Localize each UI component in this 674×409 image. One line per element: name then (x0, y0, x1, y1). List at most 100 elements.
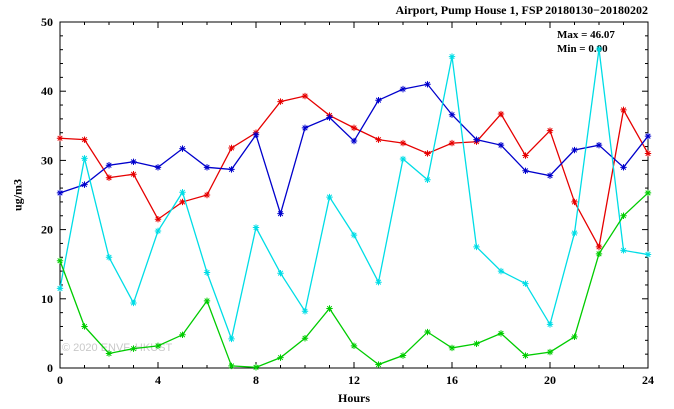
series-red-marker (424, 150, 431, 157)
series-blue-marker (571, 146, 578, 154)
x-tick-label: 20 (544, 373, 556, 387)
series-red-marker (179, 198, 186, 206)
series-blue-marker (252, 131, 260, 138)
series-red-marker (105, 174, 113, 181)
y-tick-label: 20 (41, 223, 53, 237)
series-blue-marker (448, 111, 456, 118)
series-green-marker (546, 348, 554, 356)
series-cyan-marker (301, 308, 309, 315)
series-blue-marker (424, 81, 431, 88)
series-cyan-marker (350, 231, 358, 239)
series-blue-marker (81, 181, 88, 188)
series-red-marker (203, 191, 211, 199)
series-blue-marker (497, 141, 505, 149)
series-green-marker (154, 342, 162, 350)
series-green-marker (228, 362, 235, 370)
series-green-marker (522, 352, 529, 359)
series-red-marker (301, 92, 309, 100)
series-blue-marker (350, 137, 358, 145)
series-green-marker (350, 342, 358, 350)
series-cyan-marker (473, 243, 480, 251)
series-blue-marker (203, 164, 211, 171)
series-green-line (59, 192, 649, 368)
series-green-marker (130, 345, 137, 352)
y-tick-label: 50 (41, 15, 53, 29)
series-green-marker (56, 257, 64, 264)
y-tick-label: 0 (47, 361, 53, 375)
series-green-marker (277, 354, 284, 361)
series-blue-marker (473, 136, 480, 143)
min-label: Min = 0.00 (557, 43, 608, 55)
series-green-marker (179, 331, 186, 338)
series-red-marker (595, 243, 603, 251)
x-tick-label: 16 (446, 373, 458, 387)
x-tick-label: 0 (57, 373, 63, 387)
series-blue-marker (522, 167, 529, 174)
series-cyan-marker (105, 254, 113, 261)
max-label: Max = 46.07 (557, 29, 615, 41)
series-blue-marker (154, 164, 162, 171)
x-tick-label: 8 (253, 373, 259, 387)
series-green-marker (81, 323, 88, 330)
series-red-marker (546, 127, 554, 134)
series-red-marker (522, 152, 529, 159)
series-red-marker (350, 124, 358, 132)
series-cyan-marker (375, 278, 382, 286)
series-green-marker (399, 352, 407, 359)
series-red-marker (497, 110, 505, 118)
series-cyan-marker (277, 269, 284, 277)
series-blue-marker (301, 124, 309, 132)
series-red-marker (571, 198, 578, 206)
series-cyan-marker (399, 155, 407, 163)
series-green-marker (105, 350, 113, 357)
series-cyan-marker (620, 247, 627, 254)
series-red-marker (228, 144, 235, 152)
series-cyan-marker (56, 285, 64, 292)
series-cyan-marker (81, 155, 88, 162)
series-cyan-marker (546, 321, 554, 328)
series-red-marker (130, 171, 137, 178)
x-tick-label: 12 (348, 373, 360, 387)
series-cyan-marker (252, 224, 260, 231)
series-blue-marker (277, 210, 284, 217)
series-blue-marker (375, 96, 382, 104)
series-red-marker (644, 150, 652, 157)
series-blue-marker (130, 158, 137, 165)
series-blue-marker (595, 141, 603, 149)
series-green-marker (497, 330, 505, 337)
series-green-marker (571, 333, 578, 341)
series-blue-marker (228, 166, 235, 173)
max-min-annotation: Max = 46.07 Min = 0.00 (557, 28, 615, 56)
series-cyan-marker (571, 229, 578, 237)
series-green-marker (301, 335, 309, 342)
series-blue-line (59, 83, 649, 216)
series-cyan-marker (497, 267, 505, 275)
series-green-marker (424, 328, 431, 336)
series-red-marker (277, 98, 284, 105)
series-red-marker (620, 106, 627, 114)
series-blue-marker (620, 164, 627, 171)
series-blue-marker (179, 145, 186, 152)
series-green-marker (375, 361, 382, 368)
series-green-marker (620, 212, 627, 219)
series-red-marker (154, 216, 162, 223)
series-red-line (59, 95, 649, 249)
series-green-marker (326, 305, 333, 312)
series-blue-marker (546, 172, 554, 179)
x-tick-label: 4 (155, 373, 161, 387)
series-cyan-marker (179, 189, 186, 196)
x-tick-label: 24 (642, 373, 654, 387)
series-blue-marker (56, 189, 64, 197)
series-cyan-marker (130, 299, 137, 307)
series-cyan-marker (522, 280, 529, 287)
series-red-marker (448, 139, 456, 147)
y-tick-label: 10 (41, 292, 53, 306)
series-cyan-marker (203, 269, 211, 276)
series-blue-marker (105, 162, 113, 169)
plot-frame (59, 21, 649, 369)
series-red-marker (81, 136, 88, 143)
series-red-marker (399, 139, 407, 147)
series-cyan-marker (595, 45, 603, 53)
y-tick-label: 30 (41, 153, 53, 167)
